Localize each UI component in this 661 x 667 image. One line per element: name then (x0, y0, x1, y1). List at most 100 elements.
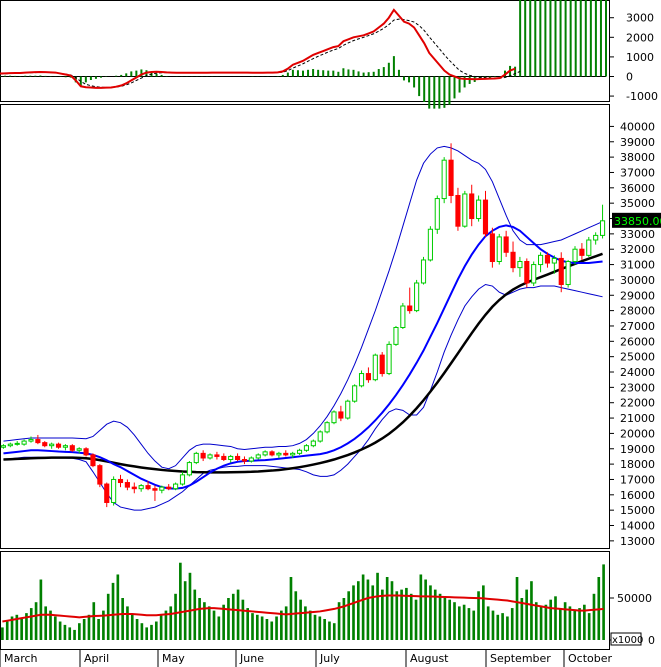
volume-bar (530, 581, 533, 640)
volume-bar (294, 591, 298, 640)
candle-body (448, 159, 454, 196)
volume-bar (150, 624, 153, 640)
volume-bar (554, 596, 557, 640)
volume-bar (491, 610, 495, 640)
price-tick-label: 19000 (620, 443, 655, 456)
price-tick-label: 39000 (620, 136, 655, 149)
candle-body (482, 199, 489, 235)
macd-tick-label: 2000 (626, 31, 654, 44)
volume-bar (159, 614, 163, 640)
volume-bar (222, 604, 225, 640)
volume-bar (106, 593, 110, 640)
volume-bar (193, 589, 197, 640)
month-label: August (410, 652, 449, 665)
candle-body (193, 452, 199, 464)
macd-tick-label: -1000 (626, 90, 658, 103)
volume-bar (525, 589, 528, 640)
volume-bar (251, 613, 254, 640)
volume-bar (289, 577, 293, 640)
candle-body (524, 260, 530, 284)
volume-bar (241, 599, 245, 640)
volume-bar (448, 599, 452, 640)
candle-body (338, 411, 344, 419)
price-tick-label: 29000 (620, 289, 655, 302)
candle-body (179, 474, 186, 485)
candle-body (393, 327, 399, 345)
candle-body (358, 373, 365, 387)
macd-tick-label: 0 (626, 70, 633, 83)
candle-body (379, 354, 385, 375)
price-tick-label: 22000 (620, 397, 655, 410)
candle-body (76, 448, 82, 451)
volume-bar (578, 608, 581, 640)
candle-body (538, 254, 544, 266)
last-price-marker: 33850.00 (612, 212, 661, 228)
volume-bar (558, 608, 562, 640)
volume-bar (284, 606, 288, 640)
candle-body (531, 264, 537, 284)
volume-bar (482, 585, 485, 640)
candle-body (131, 486, 137, 490)
candle-body (489, 233, 495, 262)
candle-body (593, 234, 599, 241)
candle-body (145, 485, 151, 490)
volume-unit-label: x1000 (612, 635, 643, 646)
volume-bar (231, 593, 235, 640)
volume-bar (25, 613, 28, 640)
candle-body (235, 455, 241, 461)
month-label: April (84, 652, 109, 665)
candle-body (269, 451, 275, 456)
price-tick-label: 33000 (620, 228, 655, 241)
volume-bar (207, 606, 211, 640)
volume-bar (467, 608, 471, 640)
candle-body (551, 257, 557, 264)
price-tick-label: 15000 (620, 504, 655, 517)
candle-body (138, 485, 144, 490)
candle-body (296, 449, 303, 454)
volume-bar (130, 614, 134, 640)
volume-bar (174, 593, 177, 640)
candle-body (248, 457, 254, 462)
candle-body (83, 448, 89, 456)
volume-bar (587, 613, 591, 640)
candle-body (579, 248, 585, 256)
volume-bar (429, 585, 432, 640)
volume-bar (496, 614, 500, 640)
candle-body (42, 442, 48, 447)
candle-body (186, 462, 192, 476)
candle-body (317, 431, 323, 442)
candle-body (283, 452, 289, 456)
x-axis: March April May June July August September Octo… (0, 649, 612, 667)
candle-body (434, 198, 440, 230)
volume-bar (227, 598, 230, 640)
volume-bar (472, 610, 476, 640)
volume-bar (356, 581, 360, 640)
volume-bar (323, 619, 326, 640)
volume-bar (265, 619, 269, 640)
candle-body (599, 220, 606, 236)
volume-bar (102, 610, 105, 640)
volume-bar (304, 606, 307, 640)
candle-body (49, 443, 55, 447)
volume-bar (255, 614, 259, 640)
candle-body (214, 454, 220, 457)
volume-bar (78, 623, 81, 640)
candle-body (262, 451, 268, 456)
price-tick-label: 26000 (620, 335, 655, 348)
volume-bar (443, 598, 447, 640)
price-tick-label: 18000 (620, 458, 655, 471)
candle-body (565, 260, 571, 286)
price-layer (0, 143, 606, 511)
volume-bar (280, 610, 283, 640)
candle-body (310, 440, 316, 447)
month-label: June (239, 652, 264, 665)
volume-bar (438, 593, 442, 640)
volume-bar (409, 593, 413, 640)
volume-bar (116, 574, 120, 640)
volume-bar (366, 579, 370, 640)
volume-bar (203, 602, 206, 640)
candle-body (207, 454, 213, 459)
volume-layer (1, 562, 605, 640)
candle-body (510, 251, 516, 269)
bollinger-lower-band (3, 283, 603, 511)
